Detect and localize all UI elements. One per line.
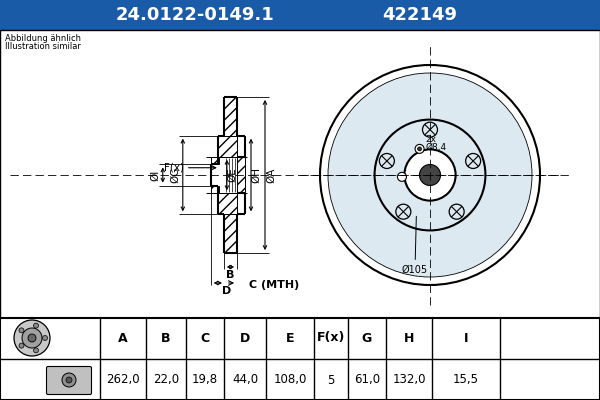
FancyBboxPatch shape [47,366,91,394]
Bar [224,214,237,253]
Text: I: I [464,332,468,344]
Bar [0,30,600,318]
Text: 422149: 422149 [383,6,458,24]
Text: 15,5: 15,5 [453,374,479,386]
Text: Ø105: Ø105 [402,216,428,275]
Text: 262,0: 262,0 [106,374,140,386]
Circle shape [379,154,394,168]
Text: F(x): F(x) [164,163,184,173]
Circle shape [466,154,481,168]
Circle shape [404,149,455,201]
Circle shape [14,320,50,356]
Text: A: A [118,332,128,344]
Circle shape [19,343,24,348]
Circle shape [397,172,406,181]
Circle shape [28,334,36,342]
Circle shape [449,204,464,219]
Circle shape [422,122,437,137]
Text: 5: 5 [328,374,335,386]
Circle shape [43,336,47,340]
Text: E: E [286,332,294,344]
Text: 2x: 2x [425,135,437,144]
Text: ØA: ØA [266,167,276,183]
Circle shape [66,377,72,383]
Text: F(x): F(x) [317,332,345,344]
Bar [218,136,237,157]
Circle shape [374,120,485,230]
Text: G: G [362,332,372,344]
Text: 108,0: 108,0 [274,374,307,386]
Circle shape [396,204,411,219]
Bar [224,97,237,136]
Text: ØG: ØG [170,167,180,183]
Bar [237,157,245,193]
Circle shape [34,323,38,328]
Bar [0,0,600,30]
Text: C (MTH): C (MTH) [249,280,299,290]
Circle shape [419,164,440,186]
Text: D: D [222,286,232,296]
Text: B: B [161,332,171,344]
Circle shape [418,147,422,151]
Text: 61,0: 61,0 [354,374,380,386]
Circle shape [62,373,76,387]
Bar [218,193,237,214]
Text: 132,0: 132,0 [392,374,426,386]
Text: H: H [404,332,414,344]
Circle shape [320,65,540,285]
Bar [0,318,600,400]
Text: 24.0122-0149.1: 24.0122-0149.1 [116,6,274,24]
Text: Illustration similar: Illustration similar [5,42,81,51]
Bar [211,157,219,164]
Text: Abbildung ähnlich: Abbildung ähnlich [5,34,81,43]
Circle shape [19,328,24,333]
Circle shape [415,144,424,153]
Text: ØI: ØI [150,169,160,181]
Text: ØE: ØE [227,168,237,182]
Bar [211,186,219,193]
Circle shape [22,328,42,348]
Text: 44,0: 44,0 [232,374,258,386]
Text: 22,0: 22,0 [153,374,179,386]
Text: D: D [240,332,250,344]
Circle shape [328,73,532,277]
Text: Ø8,4: Ø8,4 [425,143,446,152]
Text: ØH: ØH [251,167,261,183]
Text: B: B [226,270,235,280]
Text: 19,8: 19,8 [192,374,218,386]
Text: C: C [200,332,209,344]
Circle shape [34,348,38,353]
